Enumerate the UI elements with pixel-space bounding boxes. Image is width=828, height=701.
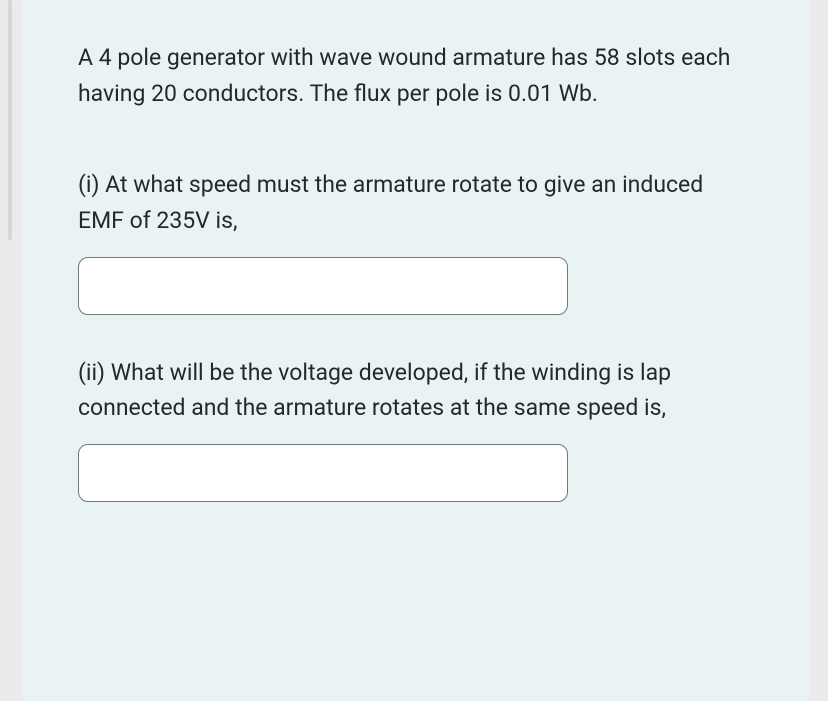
question-block-2: (ii) What will be the voltage developed,… [78, 355, 754, 502]
page-container: A 4 pole generator with wave wound armat… [0, 0, 828, 701]
problem-statement: A 4 pole generator with wave wound armat… [78, 40, 754, 111]
question-card: A 4 pole generator with wave wound armat… [22, 0, 810, 701]
answer-input-2[interactable] [78, 444, 568, 502]
answer-input-1[interactable] [78, 257, 568, 315]
question-block-1: (i) At what speed must the armature rota… [78, 167, 754, 314]
question-2-label: (ii) What will be the voltage developed,… [78, 355, 754, 426]
question-1-label: (i) At what speed must the armature rota… [78, 167, 754, 238]
left-scroll-indicator [0, 0, 12, 701]
